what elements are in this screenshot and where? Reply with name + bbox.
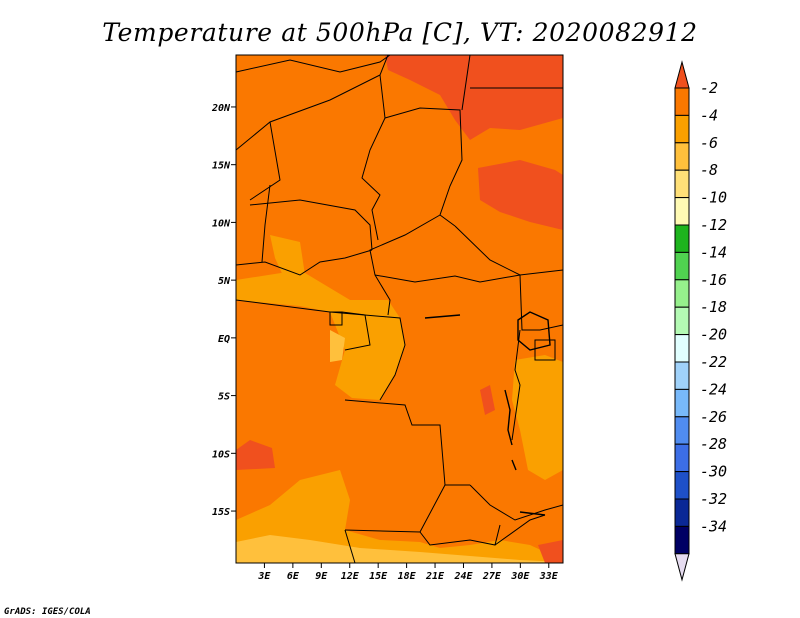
grads-credit: GrADS: IGES/COLA	[4, 607, 91, 617]
y-tick-label: EQ	[218, 334, 230, 345]
y-tick-label: 10N	[212, 218, 231, 229]
field-coldest-south	[236, 535, 563, 563]
x-tick-label: 18E	[398, 571, 417, 582]
x-tick-label: 21E	[425, 571, 445, 582]
colorbar-top-triangle	[674, 60, 690, 89]
y-tick-label: 5N	[218, 276, 231, 287]
temperature-field	[236, 55, 563, 563]
lake-outlines	[424, 311, 551, 516]
field-cool-center	[236, 270, 405, 400]
colorbar-band	[674, 142, 690, 171]
colorbar-band	[674, 471, 690, 500]
country-borders	[236, 55, 563, 563]
colorbar: -2 -4 -6 -8 -10 -12 -14 -16 -18 -20 -22 -24 -26 -28 -3…	[674, 60, 727, 582]
colorbar-label: -28	[700, 435, 727, 453]
y-axis: 20N 15N 10N 5N EQ 5S 10S 15S	[211, 103, 236, 518]
field-north	[236, 55, 400, 75]
x-tick-label: 3E	[257, 571, 271, 582]
x-tick-label: 15E	[369, 571, 388, 582]
colorbar-label: -4	[700, 106, 718, 124]
y-tick-label: 10S	[212, 449, 230, 460]
colorbar-band	[674, 498, 690, 527]
field-warm-northeast	[385, 55, 563, 140]
colorbar-label: -2	[700, 79, 718, 97]
y-tick-label: 5S	[218, 392, 230, 403]
colorbar-band	[674, 251, 690, 281]
colorbar-band	[674, 361, 690, 390]
field-warm-patch	[480, 385, 495, 415]
x-axis: 3E 6E 9E 12E 15E 18E 21E 24E 27E 30E 33E	[257, 563, 559, 582]
map-plot: 20N 15N 10N 5N EQ 5S 10S 15S 3E 6E 9E 12E 15E 18E 21E…	[211, 54, 564, 582]
colorbar-band	[674, 87, 690, 116]
field-cool-east	[512, 355, 563, 480]
colorbar-label: -34	[700, 517, 727, 535]
x-tick-label: 27E	[482, 571, 502, 582]
colorbar-label: -30	[700, 463, 727, 481]
colorbar-label: -22	[700, 353, 727, 371]
y-tick-label: 15N	[212, 161, 231, 172]
colorbar-label: -12	[700, 216, 727, 234]
map-frame	[235, 54, 564, 564]
field-warm-west	[236, 440, 275, 470]
colorbar-label: -10	[700, 189, 727, 207]
x-tick-label: 24E	[453, 571, 473, 582]
colorbar-band	[674, 525, 690, 555]
x-tick-label: 6E	[287, 571, 300, 582]
colorbar-band	[674, 279, 690, 308]
field-warm-east	[478, 160, 563, 230]
colorbar-label: -8	[700, 161, 718, 179]
field-cold-gabon	[330, 330, 345, 362]
colorbar-band	[674, 416, 690, 445]
field-base	[236, 55, 563, 563]
colorbar-label: -14	[700, 243, 727, 261]
colorbar-label: -20	[700, 326, 727, 344]
y-tick-label: 20N	[211, 103, 231, 114]
colorbar-bottom-triangle	[674, 553, 690, 582]
x-tick-label: 33E	[539, 571, 559, 582]
y-tick-label: 15S	[212, 507, 230, 518]
colorbar-band	[674, 306, 690, 336]
colorbar-band	[674, 443, 690, 473]
x-tick-label: 9E	[315, 571, 328, 582]
colorbar-label: -18	[700, 298, 727, 316]
colorbar-band	[674, 169, 690, 199]
x-tick-label: 30E	[510, 571, 530, 582]
colorbar-label: -32	[700, 490, 727, 508]
colorbar-band	[674, 224, 690, 253]
colorbar-band	[674, 388, 690, 418]
colorbar-band	[674, 197, 690, 226]
colorbar-label: -6	[700, 134, 718, 152]
x-tick-label: 12E	[341, 571, 360, 582]
colorbar-label: -16	[700, 271, 727, 289]
colorbar-band	[674, 334, 690, 363]
chart-title: Temperature at 500hPa [C], VT: 202008291…	[102, 18, 697, 47]
field-warm-southeast	[538, 540, 563, 563]
colorbar-label: -24	[700, 380, 727, 398]
colorbar-label: -26	[700, 408, 727, 426]
field-cool-south	[236, 470, 563, 563]
colorbar-band	[674, 114, 690, 144]
field-cool-nigeria	[270, 235, 305, 280]
